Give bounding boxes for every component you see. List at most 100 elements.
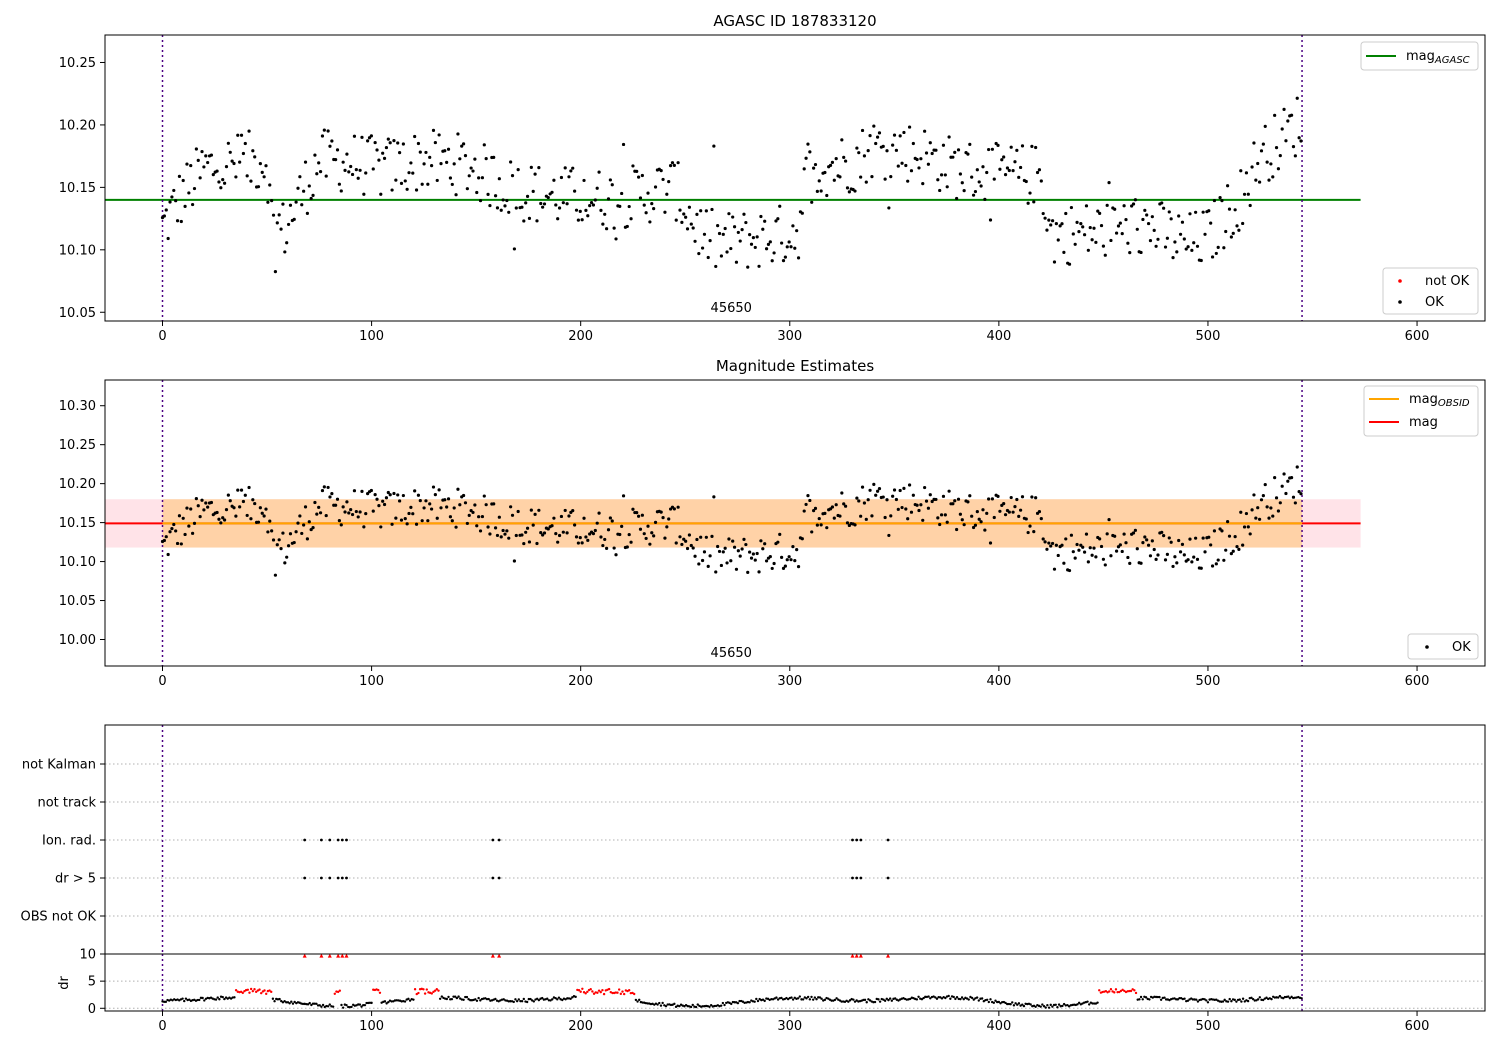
data-point xyxy=(262,175,266,179)
data-point xyxy=(723,226,727,231)
dr-point xyxy=(1049,1003,1052,1007)
data-point xyxy=(243,493,247,497)
dr-point xyxy=(1235,1000,1238,1003)
dr-point xyxy=(183,999,186,1003)
data-point xyxy=(279,227,283,231)
data-point xyxy=(802,167,806,171)
data-point xyxy=(919,503,923,507)
dr-plot-frame xyxy=(104,953,1486,1012)
data-point xyxy=(198,176,202,180)
data-point xyxy=(1242,192,1247,196)
data-point xyxy=(531,523,535,527)
data-point xyxy=(305,537,309,541)
dr-point xyxy=(599,990,602,994)
flag-point xyxy=(497,876,501,880)
data-point xyxy=(1128,251,1132,255)
data-point xyxy=(256,185,261,189)
data-point xyxy=(956,497,961,501)
data-point xyxy=(985,170,989,175)
data-point xyxy=(676,505,680,509)
flag-point xyxy=(855,876,859,880)
data-point xyxy=(239,488,244,492)
data-point xyxy=(352,489,357,493)
dr-point xyxy=(248,991,251,994)
dr-point xyxy=(525,1000,529,1004)
data-point xyxy=(285,241,289,245)
data-point xyxy=(217,180,221,184)
data-point xyxy=(531,189,535,193)
dr-point xyxy=(1178,996,1181,1000)
data-point xyxy=(844,159,848,163)
data-point xyxy=(1160,530,1164,534)
data-point xyxy=(337,182,341,186)
data-point xyxy=(253,501,257,506)
data-point xyxy=(1082,550,1087,554)
data-point xyxy=(960,181,964,185)
dr-point xyxy=(251,989,255,993)
data-point xyxy=(1192,241,1196,245)
data-point xyxy=(1013,160,1017,164)
data-point xyxy=(1143,208,1147,212)
data-point xyxy=(1199,258,1203,263)
dr-point xyxy=(546,997,549,1000)
data-point xyxy=(416,493,421,497)
data-point xyxy=(795,548,799,552)
data-point xyxy=(1081,545,1085,549)
data-point xyxy=(1056,553,1060,558)
data-point xyxy=(512,247,517,251)
data-point xyxy=(1049,223,1053,227)
data-point xyxy=(303,505,308,509)
data-point xyxy=(181,516,185,520)
flag-point xyxy=(320,838,323,842)
dr-point xyxy=(320,1005,323,1008)
data-point xyxy=(985,511,989,515)
dr-point xyxy=(519,999,522,1003)
data-point xyxy=(687,205,692,209)
data-point xyxy=(1109,554,1113,558)
data-point xyxy=(810,530,814,534)
dr-point xyxy=(848,999,852,1002)
data-point xyxy=(712,495,716,499)
data-point xyxy=(975,168,979,172)
dr-point xyxy=(1133,989,1136,992)
dr-point xyxy=(922,996,925,1000)
data-point xyxy=(247,485,251,490)
data-point xyxy=(1180,220,1185,224)
dr-point xyxy=(607,987,611,991)
dr-point xyxy=(1154,995,1158,999)
data-point xyxy=(889,175,893,179)
dr-point xyxy=(1006,1002,1009,1006)
data-point xyxy=(885,149,889,153)
data-point xyxy=(556,217,560,221)
data-point xyxy=(823,511,827,515)
y-tick-label: 10.05 xyxy=(59,306,96,321)
data-point xyxy=(1276,509,1281,513)
data-point xyxy=(401,142,405,146)
data-point xyxy=(943,513,947,517)
data-point xyxy=(868,134,872,138)
dr-point xyxy=(689,1005,693,1009)
data-point xyxy=(198,515,202,519)
data-point xyxy=(1274,496,1279,500)
data-point xyxy=(755,235,759,239)
data-point xyxy=(862,154,867,158)
dr-point xyxy=(756,999,760,1003)
dr-point xyxy=(263,989,266,992)
data-point xyxy=(1229,551,1233,556)
data-point xyxy=(1182,553,1186,557)
dr-x-tick-label: 500 xyxy=(1196,1019,1221,1034)
dr-point xyxy=(370,1001,373,1005)
data-point xyxy=(403,516,407,521)
dr-point xyxy=(1039,1005,1042,1008)
data-point xyxy=(759,214,763,219)
data-point xyxy=(738,554,742,558)
data-point xyxy=(189,163,193,168)
data-point xyxy=(971,193,976,197)
data-point xyxy=(751,552,755,556)
data-point xyxy=(601,543,605,548)
data-point xyxy=(202,165,206,169)
data-point xyxy=(302,189,306,193)
data-point xyxy=(1071,550,1075,554)
dr-point xyxy=(407,997,410,1001)
data-point xyxy=(650,531,654,535)
